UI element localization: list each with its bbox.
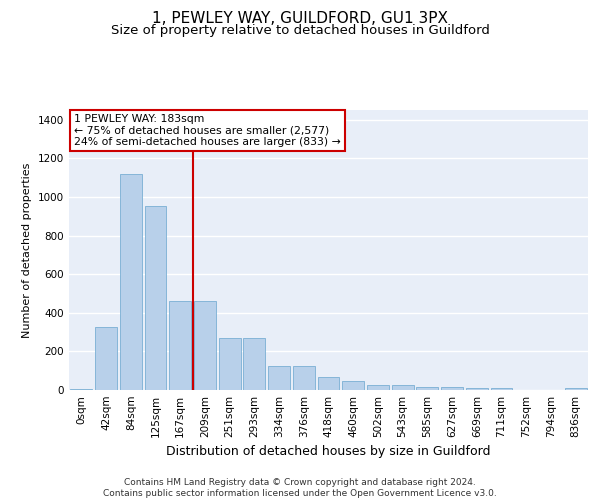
Bar bbox=[95, 327, 117, 390]
Bar bbox=[466, 388, 488, 390]
Bar bbox=[441, 386, 463, 390]
Text: Contains HM Land Registry data © Crown copyright and database right 2024.
Contai: Contains HM Land Registry data © Crown c… bbox=[103, 478, 497, 498]
Bar bbox=[169, 301, 191, 390]
Bar bbox=[219, 338, 241, 390]
X-axis label: Distribution of detached houses by size in Guildford: Distribution of detached houses by size … bbox=[166, 446, 491, 458]
Bar bbox=[392, 385, 413, 390]
Bar bbox=[317, 377, 340, 390]
Bar bbox=[343, 382, 364, 390]
Bar bbox=[565, 388, 587, 390]
Bar bbox=[120, 174, 142, 390]
Bar bbox=[491, 388, 512, 390]
Y-axis label: Number of detached properties: Number of detached properties bbox=[22, 162, 32, 338]
Text: Size of property relative to detached houses in Guildford: Size of property relative to detached ho… bbox=[110, 24, 490, 37]
Bar bbox=[268, 366, 290, 390]
Bar bbox=[416, 386, 438, 390]
Text: 1, PEWLEY WAY, GUILDFORD, GU1 3PX: 1, PEWLEY WAY, GUILDFORD, GU1 3PX bbox=[152, 11, 448, 26]
Bar bbox=[367, 385, 389, 390]
Bar bbox=[293, 366, 314, 390]
Bar bbox=[194, 301, 216, 390]
Text: 1 PEWLEY WAY: 183sqm
← 75% of detached houses are smaller (2,577)
24% of semi-de: 1 PEWLEY WAY: 183sqm ← 75% of detached h… bbox=[74, 114, 341, 148]
Bar bbox=[244, 338, 265, 390]
Bar bbox=[145, 206, 166, 390]
Bar bbox=[70, 389, 92, 390]
